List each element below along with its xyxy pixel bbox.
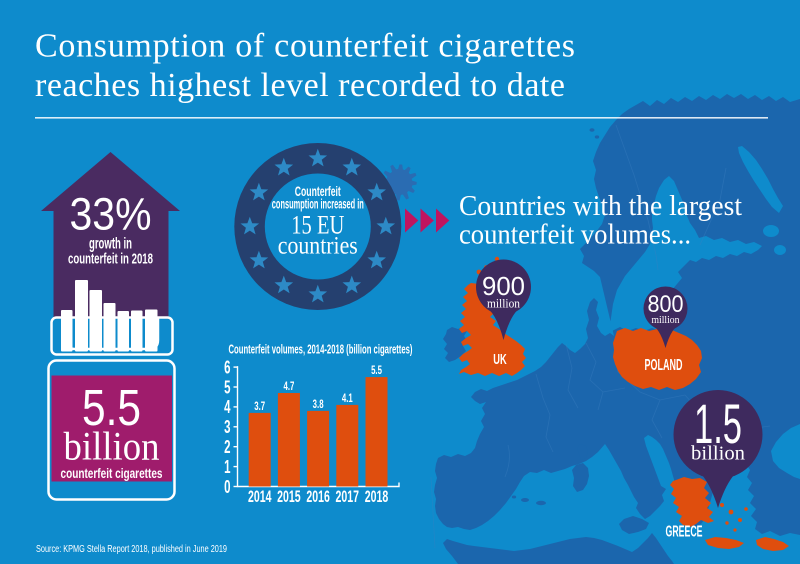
svg-text:billion: billion: [64, 424, 160, 469]
svg-text:5.5: 5.5: [371, 365, 382, 378]
svg-text:billion: billion: [691, 443, 745, 465]
svg-text:Source: KPMG Stella Report 201: Source: KPMG Stella Report 2018, publish…: [36, 544, 227, 555]
svg-text:Consumption of counterfeit cig: Consumption of counterfeit cigarettes: [35, 28, 575, 65]
svg-text:POLAND: POLAND: [645, 357, 683, 374]
svg-text:3.8: 3.8: [313, 399, 324, 412]
svg-text:2016: 2016: [306, 487, 330, 506]
svg-text:4.7: 4.7: [283, 381, 294, 394]
svg-text:4.1: 4.1: [342, 393, 353, 406]
svg-text:million: million: [487, 296, 520, 311]
svg-text:counterfeit cigarettes: counterfeit cigarettes: [61, 465, 163, 481]
svg-text:2018: 2018: [365, 487, 389, 506]
svg-text:Counterfeit volumes, 2014-2018: Counterfeit volumes, 2014-2018 (billion …: [229, 342, 413, 357]
svg-text:counterfeit volumes...: counterfeit volumes...: [459, 219, 691, 251]
svg-text:1: 1: [224, 457, 231, 477]
svg-text:Countries with the largest: Countries with the largest: [459, 190, 742, 222]
svg-text:1.5: 1.5: [694, 393, 742, 455]
svg-text:3: 3: [224, 417, 230, 437]
svg-text:33%: 33%: [70, 189, 152, 240]
svg-text:counterfeit in 2018: counterfeit in 2018: [68, 252, 153, 268]
svg-text:4: 4: [224, 398, 231, 418]
svg-text:UK: UK: [493, 351, 506, 368]
svg-text:consumption increased in: consumption increased in: [272, 196, 364, 212]
svg-text:3.7: 3.7: [254, 401, 265, 414]
svg-text:GREECE: GREECE: [666, 524, 703, 541]
svg-text:2014: 2014: [248, 487, 272, 506]
svg-text:0: 0: [224, 477, 230, 497]
svg-text:2: 2: [224, 437, 230, 457]
svg-text:5.5: 5.5: [82, 379, 141, 436]
svg-text:growth in: growth in: [89, 236, 132, 253]
svg-text:reaches highest level recorded: reaches highest level recorded to date: [35, 67, 565, 104]
svg-text:2015: 2015: [277, 487, 301, 506]
svg-text:million: million: [652, 314, 680, 326]
svg-text:15 EU: 15 EU: [291, 211, 344, 240]
svg-text:800: 800: [648, 291, 684, 318]
svg-text:2017: 2017: [336, 487, 360, 506]
svg-text:5: 5: [224, 378, 231, 398]
svg-text:countries: countries: [278, 233, 358, 260]
svg-text:6: 6: [224, 358, 230, 378]
svg-text:900: 900: [482, 271, 525, 301]
svg-text:Counterfeit: Counterfeit: [295, 183, 341, 199]
